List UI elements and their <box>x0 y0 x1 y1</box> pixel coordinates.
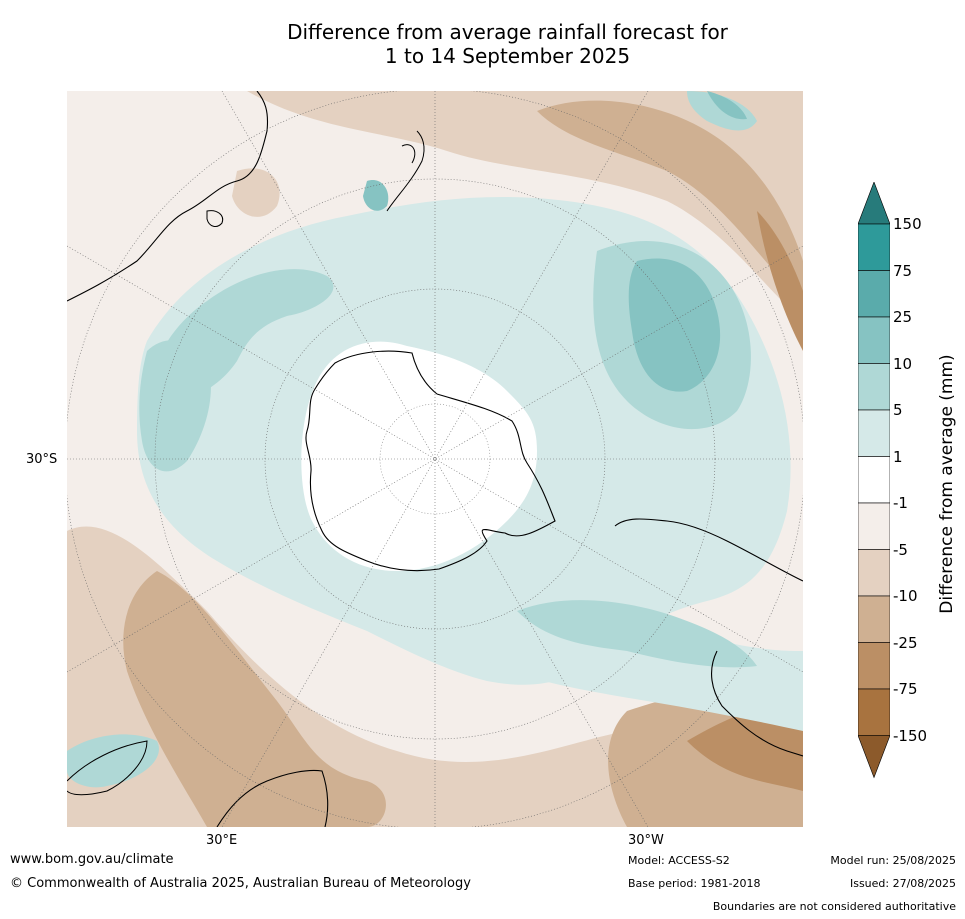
colorbar-tick-label: -75 <box>893 680 918 698</box>
colorbar-segment <box>858 316 890 364</box>
colorbar-segment <box>858 456 890 504</box>
website-link[interactable]: www.bom.gov.au/climate <box>10 852 174 867</box>
colorbar-segment <box>858 549 890 597</box>
antarctica-coastline <box>305 350 556 572</box>
colorbar-tick-label: 75 <box>893 261 913 280</box>
model-name: Model: ACCESS-S2 <box>628 854 730 867</box>
colorbar-segment <box>858 502 890 550</box>
anomaly-wet-patch <box>628 258 721 392</box>
colorbar-tick-label: -5 <box>893 540 908 559</box>
africa-coastline <box>216 769 329 827</box>
colorbar-extend-bottom <box>858 735 890 779</box>
anomaly-wet-patch <box>517 600 757 668</box>
colorbar-tick-label: 10 <box>893 354 913 373</box>
madagascar-coastline <box>67 740 148 796</box>
anomaly-wet-patch <box>363 180 389 211</box>
colorbar-segment <box>858 409 890 457</box>
map-svg <box>67 91 803 827</box>
anomaly-dry-patch <box>537 100 803 301</box>
colorbar-tick-label: -25 <box>893 633 918 652</box>
colorbar-segment <box>858 223 890 271</box>
colorbar-tick-label: 25 <box>893 308 913 326</box>
south-america-coastline <box>614 518 803 757</box>
colorbar-tick-label: -10 <box>893 587 918 605</box>
rainfall-anomaly-map <box>67 91 803 827</box>
colorbar-segment <box>858 688 890 736</box>
colorbar-tick-label: 1 <box>893 447 903 466</box>
colorbar <box>858 182 890 779</box>
colorbar-segment <box>858 642 890 690</box>
australia-coastline <box>67 91 269 302</box>
colorbar-segment <box>858 595 890 643</box>
colorbar-segment <box>858 363 890 411</box>
anomaly-wet-patch <box>139 340 211 472</box>
colorbar-tick-label: 5 <box>893 401 903 419</box>
base-period: Base period: 1981-2018 <box>628 877 761 890</box>
tasmania-coastline <box>206 210 224 227</box>
graticule <box>67 91 803 827</box>
anomaly-dry-patch <box>232 168 280 217</box>
lon-label-30w: 30°W <box>628 833 664 848</box>
anomaly-dry-patch <box>123 571 386 827</box>
colorbar-tick-label: -150 <box>893 726 928 745</box>
lat-label-30s: 30°S <box>26 452 58 467</box>
new-zealand-coastline <box>386 130 425 212</box>
title-line-1: Difference from average rainfall forecas… <box>287 20 728 44</box>
anomaly-wet-patch <box>707 91 747 120</box>
boundary-disclaimer: Boundaries are not considered authoritat… <box>712 900 956 913</box>
model-run-date: Model run: 25/08/2025 <box>830 854 956 867</box>
chart-title: Difference from average rainfall forecas… <box>0 20 965 68</box>
colorbar-tick-label: 150 <box>893 215 922 233</box>
lon-label-30e: 30°E <box>206 833 238 848</box>
pole-circle <box>379 403 491 515</box>
issued-date: Issued: 27/08/2025 <box>849 877 956 890</box>
colorbar-label: Difference from average (mm) <box>937 354 957 614</box>
colorbar-segment <box>858 270 890 318</box>
colorbar-tick-label: -1 <box>893 494 908 512</box>
copyright-text: © Commonwealth of Australia 2025, Austra… <box>10 876 471 891</box>
anomaly-wet-patch <box>487 610 803 731</box>
title-line-2: 1 to 14 September 2025 <box>384 44 631 68</box>
anomaly-dry-patch <box>757 211 803 351</box>
colorbar-extend-top <box>858 182 890 225</box>
anomaly-wet-patch <box>67 734 159 788</box>
